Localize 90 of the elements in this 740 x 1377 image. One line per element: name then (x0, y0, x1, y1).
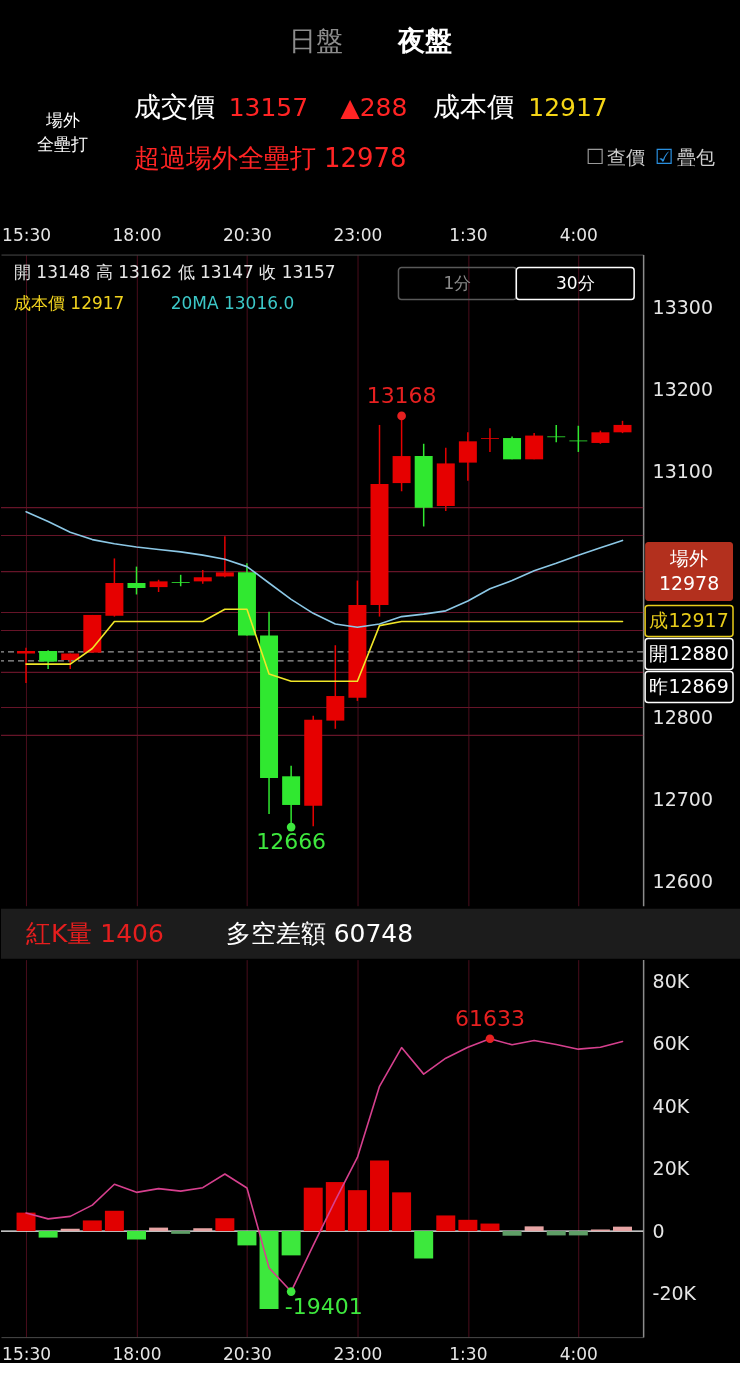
y-tick-label: 80K (652, 969, 690, 992)
x-tick-label: 18:00 (112, 225, 162, 246)
x-tick-label: 15:30 (2, 225, 51, 246)
text: 12917 (528, 92, 608, 122)
y-tick-label: 60K (652, 1032, 690, 1055)
x-tick-label: 18:00 (112, 1343, 162, 1364)
y-tick-label: 13100 (652, 460, 713, 483)
x-tick-label: 23:00 (333, 225, 383, 246)
bar (325, 1182, 345, 1232)
bar (237, 1231, 257, 1246)
x-tick-label: 23:00 (333, 1343, 383, 1364)
text: ☑ (654, 144, 674, 169)
bar (414, 1231, 434, 1259)
text: 日盤 (288, 24, 343, 56)
text: 全壘打 (37, 133, 89, 154)
text: 場外 (44, 109, 80, 130)
bar (436, 1215, 456, 1232)
bar (524, 1226, 544, 1232)
y-tick-label: 20K (652, 1157, 690, 1180)
annotation: 20MA 13016.0 (170, 292, 295, 313)
bar (568, 1231, 588, 1236)
candlestick (193, 569, 212, 585)
x-tick-label: 20:30 (223, 225, 272, 246)
line-series (25, 510, 624, 629)
bar (458, 1219, 478, 1232)
annotation: 成本價 12917 (13, 292, 125, 313)
line-series (25, 608, 624, 683)
text: 查價 (607, 145, 646, 168)
bar (215, 1218, 235, 1232)
text: 成交價 (133, 90, 215, 122)
y-tick-label: 0 (652, 1219, 665, 1242)
text: ☐ (585, 144, 605, 169)
bar (193, 1228, 213, 1232)
x-tick-label: 15:30 (2, 1343, 51, 1364)
bar (370, 1160, 389, 1232)
annotation: -19401 (284, 1293, 363, 1319)
bar (502, 1231, 522, 1236)
bar (127, 1231, 146, 1240)
text: 超過場外全壘打 12978 (133, 142, 407, 173)
text: 成本價 (433, 90, 515, 122)
y-tick-label: 40K (652, 1094, 690, 1117)
text: 疊包 (677, 145, 716, 168)
ref-line-label: 場外 12978 (658, 547, 720, 594)
bar (281, 1231, 301, 1256)
bar (613, 1226, 632, 1232)
annotation: 開 13148 高 13162 低 13147 收 13157 (13, 261, 336, 282)
ref-line-label: 昨12869 (649, 674, 729, 697)
text: 13157 (228, 92, 309, 122)
annotation: 13168 (366, 382, 437, 408)
text: 成12917 (649, 609, 729, 632)
y-tick-label: 12700 (652, 787, 713, 810)
y-tick-label: 12600 (652, 869, 713, 892)
candlestick (458, 431, 477, 482)
bar (38, 1231, 58, 1238)
bar (171, 1231, 191, 1234)
candlestick (547, 424, 566, 443)
y-tick-label: 13300 (652, 296, 713, 319)
candlestick (525, 432, 544, 461)
text: 夜盤 (397, 24, 453, 56)
bar (104, 1210, 124, 1232)
annotation: 12666 (256, 829, 327, 855)
y-tick-label: -20K (652, 1281, 697, 1304)
x-tick-label: 1:30 (449, 225, 488, 246)
bar (16, 1212, 36, 1232)
bar (303, 1187, 323, 1232)
x-tick-label: 4:00 (559, 1343, 598, 1364)
text: 多空差額 60748 (225, 918, 414, 948)
bar (480, 1223, 500, 1232)
x-tick-label: 1:30 (449, 1343, 488, 1364)
x-tick-label: 4:00 (559, 225, 598, 246)
text: ▲288 (340, 92, 408, 122)
bar (60, 1228, 80, 1232)
candlestick (215, 535, 234, 579)
candlestick (569, 425, 588, 453)
bar (82, 1220, 102, 1232)
y-tick-label: 13200 (652, 378, 713, 401)
annotation: 1分 (443, 272, 472, 293)
bar (347, 1190, 367, 1232)
annotation: 30分 (555, 272, 595, 293)
candlestick (127, 565, 146, 596)
candlestick (39, 649, 58, 670)
candlestick (480, 427, 499, 453)
ref-line-label: 開12880 (649, 642, 729, 665)
y-tick-label: 12800 (652, 705, 713, 728)
x-tick-label: 20:30 (223, 1343, 272, 1364)
bar (392, 1192, 412, 1232)
bar (546, 1231, 566, 1236)
annotation: 61633 (455, 1005, 525, 1031)
bar (259, 1231, 279, 1310)
text: 紅K量 1406 (25, 918, 164, 948)
